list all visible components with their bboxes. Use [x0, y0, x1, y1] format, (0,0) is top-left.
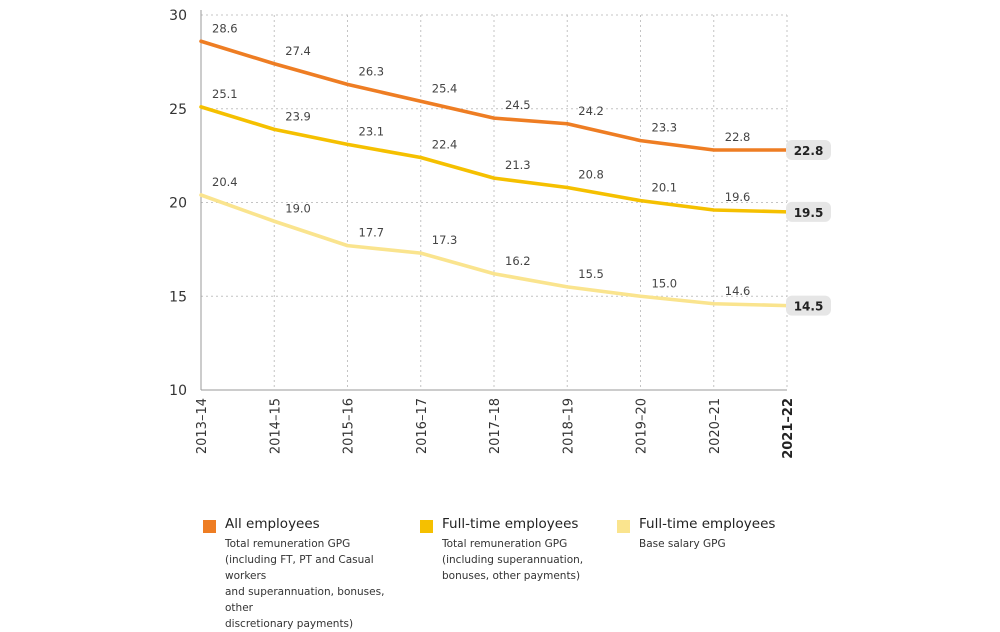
end-value-label: 22.8	[794, 144, 824, 158]
data-label: 28.6	[212, 21, 238, 35]
end-value-badge	[786, 201, 831, 222]
legend-swatch-full-time-base	[617, 520, 630, 533]
legend-label: Full-time employees	[639, 516, 776, 532]
data-label: 22.4	[432, 138, 458, 152]
data-label: 19.6	[725, 190, 751, 204]
data-label: 19.0	[285, 201, 311, 215]
data-label: 24.2	[578, 104, 604, 118]
data-label: 23.9	[285, 109, 311, 123]
legend-description: Base salary GPG	[639, 538, 726, 550]
y-tick-label: 10	[169, 383, 187, 399]
end-value-label: 19.5	[794, 206, 824, 220]
series-line	[199, 193, 789, 308]
legend-swatch-full-time-total	[420, 520, 433, 533]
data-label: 24.5	[505, 98, 531, 112]
legend-label: Full-time employees	[442, 516, 579, 532]
data-label: 17.7	[359, 226, 385, 240]
x-tick-label: 2015–16	[342, 398, 357, 454]
legend-label: All employees	[225, 516, 320, 532]
x-tick-label: 2018–19	[561, 398, 576, 454]
data-label: 26.3	[359, 64, 385, 78]
x-tick-label: 2013–14	[195, 398, 210, 454]
y-tick-label: 25	[169, 102, 187, 118]
end-value-label: 14.5	[794, 300, 824, 314]
x-tick-label: 2020–21	[708, 398, 723, 454]
data-label: 23.1	[359, 124, 385, 138]
data-label: 14.6	[725, 284, 751, 298]
data-label: 16.2	[505, 254, 531, 268]
data-label: 25.1	[212, 87, 238, 101]
data-label: 15.0	[652, 276, 678, 290]
x-tick-label: 2021–22	[781, 398, 796, 459]
data-label: 20.4	[212, 175, 238, 189]
data-label: 23.3	[652, 121, 678, 135]
legend-swatch-all-employees	[203, 520, 216, 533]
legend-description: Total remuneration GPG (including supera…	[442, 538, 584, 582]
x-tick-label: 2014–15	[268, 398, 283, 454]
x-tick-label: 2016–17	[415, 398, 430, 454]
data-label: 15.5	[578, 267, 604, 281]
data-label: 20.8	[578, 168, 604, 182]
end-value-badge	[786, 295, 831, 316]
data-label: 22.8	[725, 130, 751, 144]
data-label: 27.4	[285, 44, 311, 58]
y-tick-label: 30	[169, 8, 187, 24]
data-label: 25.4	[432, 81, 458, 95]
series-line	[199, 105, 789, 214]
y-tick-label: 20	[169, 196, 187, 212]
line-chart: 10 15 20 25 30 2013–14 2014–15 2015–16 2016–17 20…	[169, 8, 831, 459]
data-label: 20.1	[652, 181, 678, 195]
data-label: 21.3	[505, 158, 531, 172]
data-label: 17.3	[432, 233, 458, 247]
y-tick-label: 15	[169, 289, 187, 305]
series-line	[199, 39, 789, 152]
x-tick-label: 2019–20	[635, 398, 650, 454]
legend-description: Total remuneration GPG (including FT, PT…	[225, 538, 385, 630]
x-tick-label: 2017–18	[488, 398, 503, 454]
end-value-badge	[786, 140, 831, 160]
